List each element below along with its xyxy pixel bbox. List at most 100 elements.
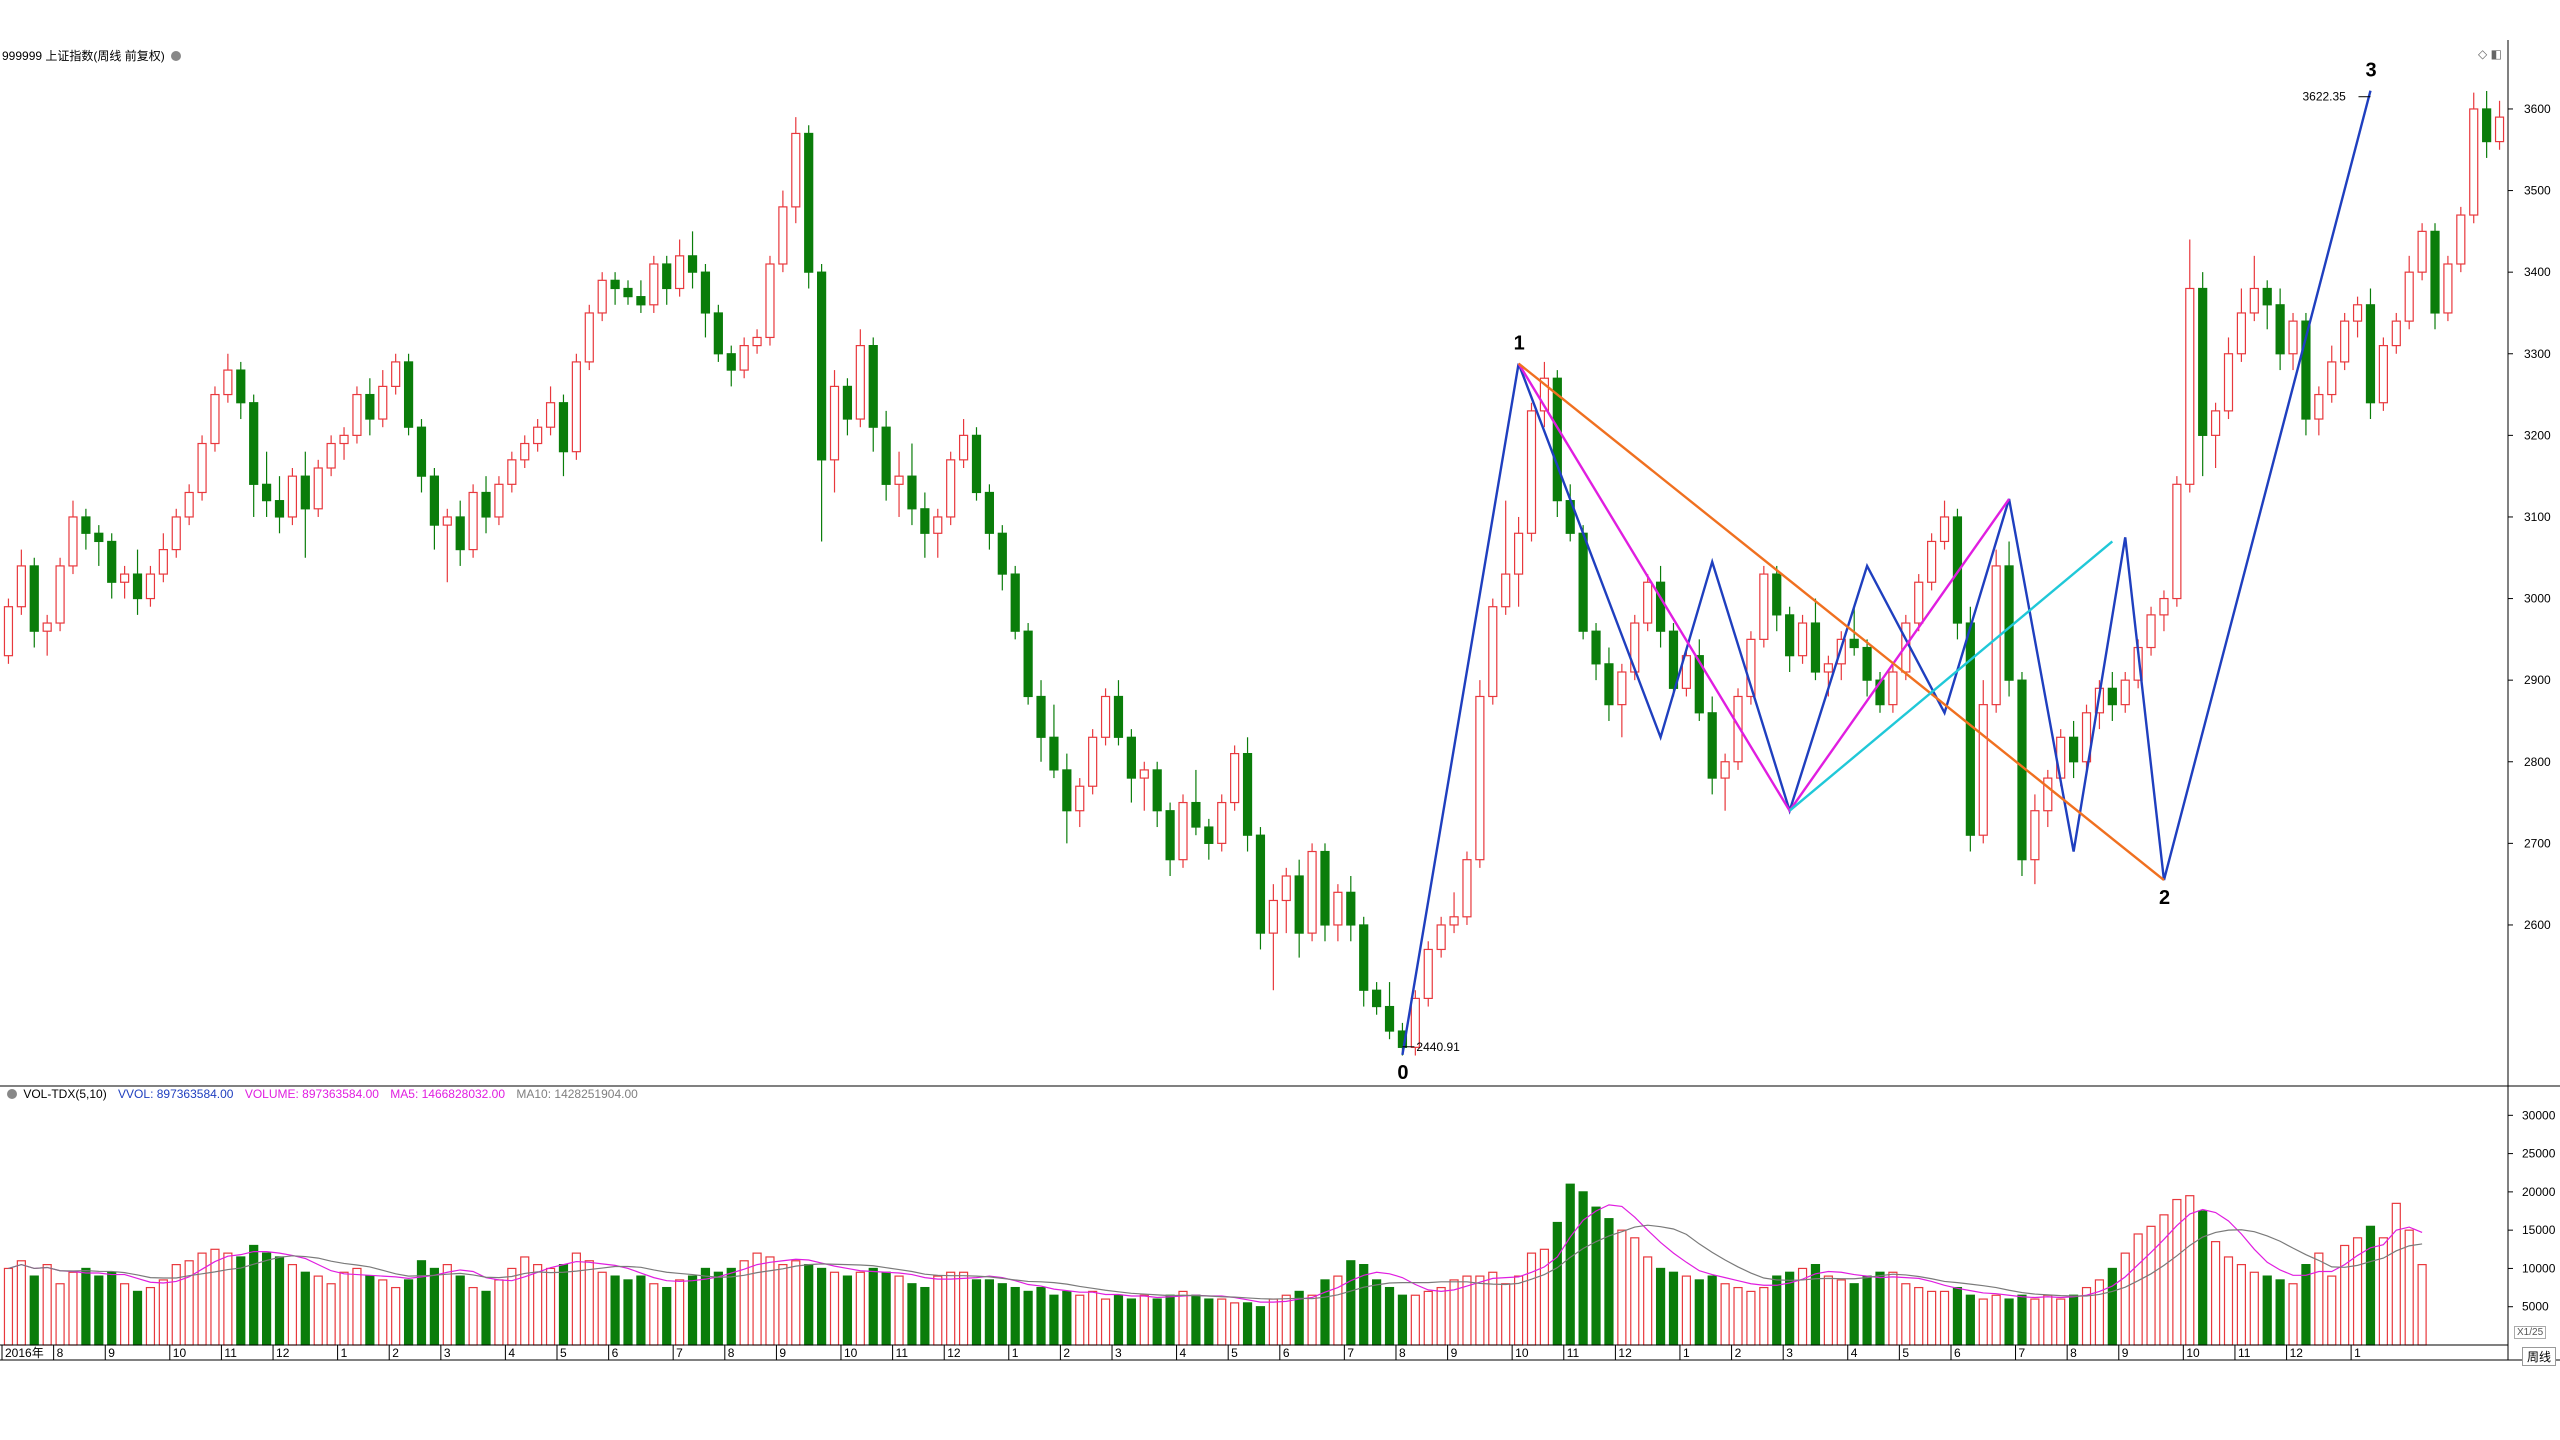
volume-bar[interactable]	[1036, 1286, 1046, 1346]
volume-bar[interactable]	[842, 1275, 853, 1346]
candle[interactable]	[2185, 239, 2195, 493]
volume-bar[interactable]	[1707, 1275, 1717, 1346]
candle[interactable]	[1501, 500, 1511, 615]
candle[interactable]	[1075, 778, 1085, 828]
volume-bar[interactable]	[829, 1271, 840, 1346]
volume-panel[interactable]	[3, 1183, 2427, 1346]
candle[interactable]	[1939, 500, 1950, 550]
volume-bar[interactable]	[2275, 1279, 2285, 1346]
volume-bar[interactable]	[1023, 1290, 1033, 1346]
candle[interactable]	[1991, 549, 2001, 713]
volume-bar[interactable]	[610, 1275, 620, 1346]
candle[interactable]	[287, 468, 298, 526]
volume-bar[interactable]	[2159, 1214, 2169, 1346]
volume-bar[interactable]	[1939, 1290, 1950, 1346]
volume-bar[interactable]	[2365, 1225, 2376, 1346]
volume-bar[interactable]	[1397, 1294, 1408, 1346]
volume-bar[interactable]	[81, 1267, 91, 1346]
candle[interactable]	[1797, 614, 1808, 664]
candle[interactable]	[894, 451, 904, 517]
candle[interactable]	[1488, 598, 1498, 705]
volume-bar[interactable]	[817, 1267, 827, 1346]
candle[interactable]	[1010, 565, 1020, 640]
volume-bar[interactable]	[1230, 1302, 1240, 1346]
volume-bar[interactable]	[649, 1283, 659, 1346]
volume-bar[interactable]	[1423, 1290, 1433, 1346]
volume-bar[interactable]	[1372, 1279, 1382, 1346]
volume-bar[interactable]	[403, 1279, 414, 1346]
candle[interactable]	[416, 419, 427, 493]
candle[interactable]	[907, 443, 917, 526]
candle[interactable]	[804, 125, 814, 289]
candle[interactable]	[249, 394, 259, 517]
candle[interactable]	[597, 272, 607, 322]
candle[interactable]	[1875, 672, 1885, 713]
volume-bar[interactable]	[2210, 1241, 2221, 1346]
candle[interactable]	[1242, 737, 1253, 852]
candle[interactable]	[752, 329, 762, 354]
candle[interactable]	[132, 549, 143, 615]
volume-bar[interactable]	[1475, 1275, 1485, 1346]
candle[interactable]	[1785, 606, 1795, 672]
volume-bar[interactable]	[42, 1264, 52, 1346]
candle[interactable]	[571, 353, 581, 460]
candle[interactable]	[1707, 696, 1717, 795]
volume-bar[interactable]	[2107, 1267, 2117, 1346]
volume-bar[interactable]	[1152, 1298, 1162, 1346]
volume-bar[interactable]	[326, 1283, 336, 1346]
volume-bar[interactable]	[894, 1275, 904, 1346]
candle[interactable]	[2236, 288, 2247, 362]
volume-bar[interactable]	[533, 1264, 543, 1346]
candle[interactable]	[68, 500, 78, 575]
candle[interactable]	[520, 435, 530, 468]
candle[interactable]	[1178, 794, 1188, 868]
volume-bar[interactable]	[1991, 1294, 2001, 1346]
candle[interactable]	[881, 410, 891, 501]
volume-bar[interactable]	[1681, 1275, 1691, 1346]
volume-bar[interactable]	[68, 1271, 78, 1346]
candle[interactable]	[2288, 312, 2298, 371]
candle[interactable]	[997, 525, 1007, 591]
volume-bar[interactable]	[378, 1279, 388, 1346]
candle[interactable]	[261, 451, 272, 517]
volume-bar[interactable]	[29, 1275, 39, 1346]
candle[interactable]	[1836, 631, 1846, 681]
candle[interactable]	[558, 394, 569, 477]
candle[interactable]	[378, 370, 388, 428]
candle[interactable]	[2352, 296, 2363, 338]
volume-bar[interactable]	[1733, 1286, 1743, 1346]
candle[interactable]	[545, 386, 556, 436]
volume-bar[interactable]	[1617, 1229, 1627, 1346]
candle[interactable]	[1914, 574, 1924, 632]
volume-bar[interactable]	[1655, 1267, 1666, 1346]
volume-bar[interactable]	[16, 1260, 26, 1346]
volume-bar[interactable]	[1255, 1306, 1266, 1346]
candle[interactable]	[1604, 647, 1614, 721]
volume-bar[interactable]	[545, 1267, 556, 1346]
candle[interactable]	[1475, 680, 1485, 868]
volume-bar[interactable]	[1010, 1286, 1020, 1346]
volume-bar[interactable]	[1139, 1294, 1149, 1346]
volume-bar[interactable]	[1513, 1275, 1524, 1346]
candle[interactable]	[236, 361, 246, 420]
candle[interactable]	[920, 492, 930, 558]
volume-bar[interactable]	[1100, 1298, 1111, 1346]
volume-bar[interactable]	[920, 1286, 930, 1346]
volume-bar[interactable]	[1346, 1260, 1356, 1346]
volume-bar[interactable]	[2288, 1283, 2298, 1346]
candle[interactable]	[2198, 272, 2208, 477]
candle[interactable]	[2004, 541, 2014, 697]
volume-bar[interactable]	[2249, 1271, 2259, 1346]
volume-bar[interactable]	[455, 1275, 465, 1346]
candle[interactable]	[2378, 337, 2388, 411]
candle[interactable]	[713, 304, 723, 362]
volume-bar[interactable]	[107, 1271, 117, 1346]
volume-bar[interactable]	[300, 1271, 310, 1346]
candle[interactable]	[1591, 623, 1601, 681]
candlestick-panel[interactable]	[3, 91, 2505, 1056]
volume-bar[interactable]	[1927, 1290, 1937, 1346]
volume-bar[interactable]	[713, 1271, 723, 1346]
candle[interactable]	[158, 533, 168, 583]
volume-bar[interactable]	[662, 1286, 672, 1346]
